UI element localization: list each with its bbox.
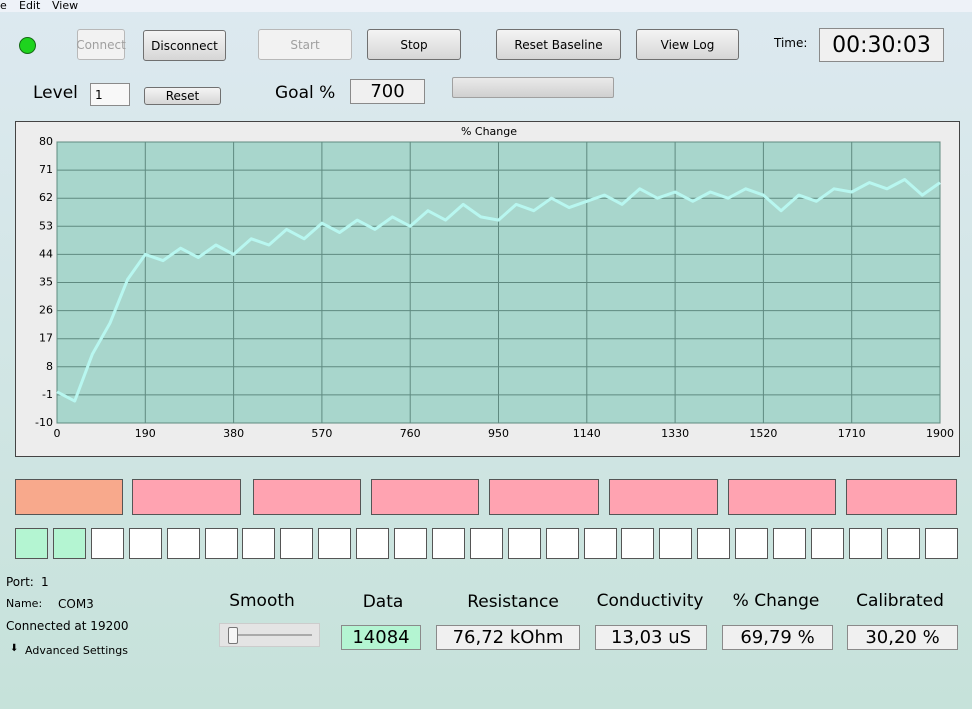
stop-button[interactable]: Stop bbox=[367, 29, 461, 60]
step-indicator bbox=[583, 528, 617, 559]
time-label: Time: bbox=[774, 36, 808, 50]
x-tick-label: 190 bbox=[135, 427, 156, 440]
y-tick-label: 80 bbox=[39, 135, 53, 148]
x-tick-label: 1140 bbox=[573, 427, 601, 440]
step-indicator bbox=[507, 528, 541, 559]
slider-thumb[interactable] bbox=[228, 627, 238, 644]
connection-status: Connected at 19200 bbox=[6, 619, 129, 633]
goal-label: Goal % bbox=[275, 83, 336, 103]
menu-item[interactable]: View bbox=[52, 0, 79, 12]
y-tick-label: 44 bbox=[39, 247, 53, 260]
advanced-settings-link[interactable]: Advanced Settings bbox=[25, 644, 128, 657]
level-indicator bbox=[371, 479, 479, 515]
step-indicator bbox=[52, 528, 86, 559]
smooth-label: Smooth bbox=[229, 591, 295, 611]
port-label: Port: bbox=[6, 575, 34, 589]
step-indicator bbox=[886, 528, 920, 559]
y-tick-label: -1 bbox=[42, 388, 53, 401]
disconnect-button[interactable]: Disconnect bbox=[143, 30, 226, 61]
menu-bar: e Edit View bbox=[0, 0, 972, 12]
step-indicator bbox=[128, 528, 162, 559]
resistance-label: Resistance bbox=[467, 592, 559, 612]
chart-title: % Change bbox=[461, 125, 517, 138]
resistance-value: 76,72 kOhm bbox=[436, 625, 580, 650]
progress-bar bbox=[452, 77, 614, 98]
y-tick-label: 26 bbox=[39, 304, 53, 317]
reset-baseline-button[interactable]: Reset Baseline bbox=[496, 29, 621, 60]
level-label: Level bbox=[33, 83, 78, 103]
slider-track bbox=[234, 634, 312, 636]
y-tick-label: 35 bbox=[39, 276, 53, 289]
port-value: 1 bbox=[41, 575, 49, 589]
x-tick-label: 380 bbox=[223, 427, 244, 440]
step-indicator bbox=[280, 528, 314, 559]
level-indicator bbox=[846, 479, 957, 515]
time-display: 00:30:03 bbox=[819, 28, 944, 62]
name-value: COM3 bbox=[58, 597, 94, 611]
step-indicator bbox=[697, 528, 731, 559]
x-tick-label: 760 bbox=[400, 427, 421, 440]
step-indicator bbox=[242, 528, 276, 559]
y-tick-label: 71 bbox=[39, 163, 53, 176]
step-indicator bbox=[621, 528, 655, 559]
level-indicator bbox=[15, 479, 123, 515]
chart: % Change -10 -1 8 17 26 35 44 53 62 71 80 0 190 380 57… bbox=[15, 121, 960, 457]
step-indicator bbox=[90, 528, 124, 559]
x-tick-label: 0 bbox=[54, 427, 61, 440]
x-tick-label: 1520 bbox=[749, 427, 777, 440]
level-indicator bbox=[609, 479, 718, 515]
x-tick-label: 1330 bbox=[661, 427, 689, 440]
data-label: Data bbox=[362, 592, 404, 612]
level-indicator bbox=[728, 479, 836, 515]
step-indicator bbox=[15, 528, 48, 559]
y-tick-label: 17 bbox=[39, 332, 53, 345]
step-indicator bbox=[735, 528, 769, 559]
level-indicator bbox=[132, 479, 241, 515]
name-label: Name: bbox=[6, 597, 43, 610]
step-indicator bbox=[848, 528, 882, 559]
calibrated-value: 30,20 % bbox=[847, 625, 958, 650]
step-indicator bbox=[431, 528, 465, 559]
level-indicator bbox=[253, 479, 361, 515]
goal-display: 700 bbox=[350, 79, 425, 104]
step-indicator bbox=[924, 528, 958, 559]
data-line bbox=[56, 178, 941, 403]
conductivity-value: 13,03 uS bbox=[595, 625, 707, 650]
step-indicator bbox=[659, 528, 693, 559]
step-indicator bbox=[166, 528, 200, 559]
level-reset-button[interactable]: Reset bbox=[144, 87, 221, 105]
calibrated-label: Calibrated bbox=[856, 591, 944, 611]
menu-item[interactable]: e bbox=[0, 0, 7, 12]
step-indicator bbox=[773, 528, 806, 559]
start-button[interactable]: Start bbox=[258, 29, 352, 60]
y-tick-label: 62 bbox=[39, 191, 53, 204]
step-indicator bbox=[356, 528, 390, 559]
y-tick-label: 53 bbox=[39, 219, 53, 232]
step-indicator bbox=[204, 528, 238, 559]
change-label: % Change bbox=[732, 591, 820, 611]
step-indicator bbox=[545, 528, 579, 559]
x-tick-label: 570 bbox=[311, 427, 332, 440]
view-log-button[interactable]: View Log bbox=[636, 29, 739, 60]
chevron-icon[interactable]: ⬇ bbox=[10, 643, 19, 654]
data-value: 14084 bbox=[341, 625, 421, 650]
y-tick-label: 8 bbox=[46, 360, 53, 373]
step-indicator bbox=[469, 528, 503, 559]
x-tick-label: 1900 bbox=[926, 427, 954, 440]
connect-button[interactable]: Connect bbox=[76, 29, 126, 60]
x-tick-label: 950 bbox=[488, 427, 509, 440]
step-indicator bbox=[318, 528, 352, 559]
smooth-slider[interactable] bbox=[219, 623, 320, 647]
menu-item[interactable]: Edit bbox=[19, 0, 41, 12]
status-led bbox=[19, 37, 36, 54]
step-indicator bbox=[394, 528, 427, 559]
x-tick-label: 1710 bbox=[838, 427, 866, 440]
conductivity-label: Conductivity bbox=[596, 591, 704, 611]
level-indicator bbox=[489, 479, 599, 515]
change-value: 69,79 % bbox=[722, 625, 833, 650]
step-indicator bbox=[810, 528, 844, 559]
y-tick-label: -10 bbox=[35, 416, 53, 429]
level-input[interactable]: 1 bbox=[90, 83, 130, 106]
